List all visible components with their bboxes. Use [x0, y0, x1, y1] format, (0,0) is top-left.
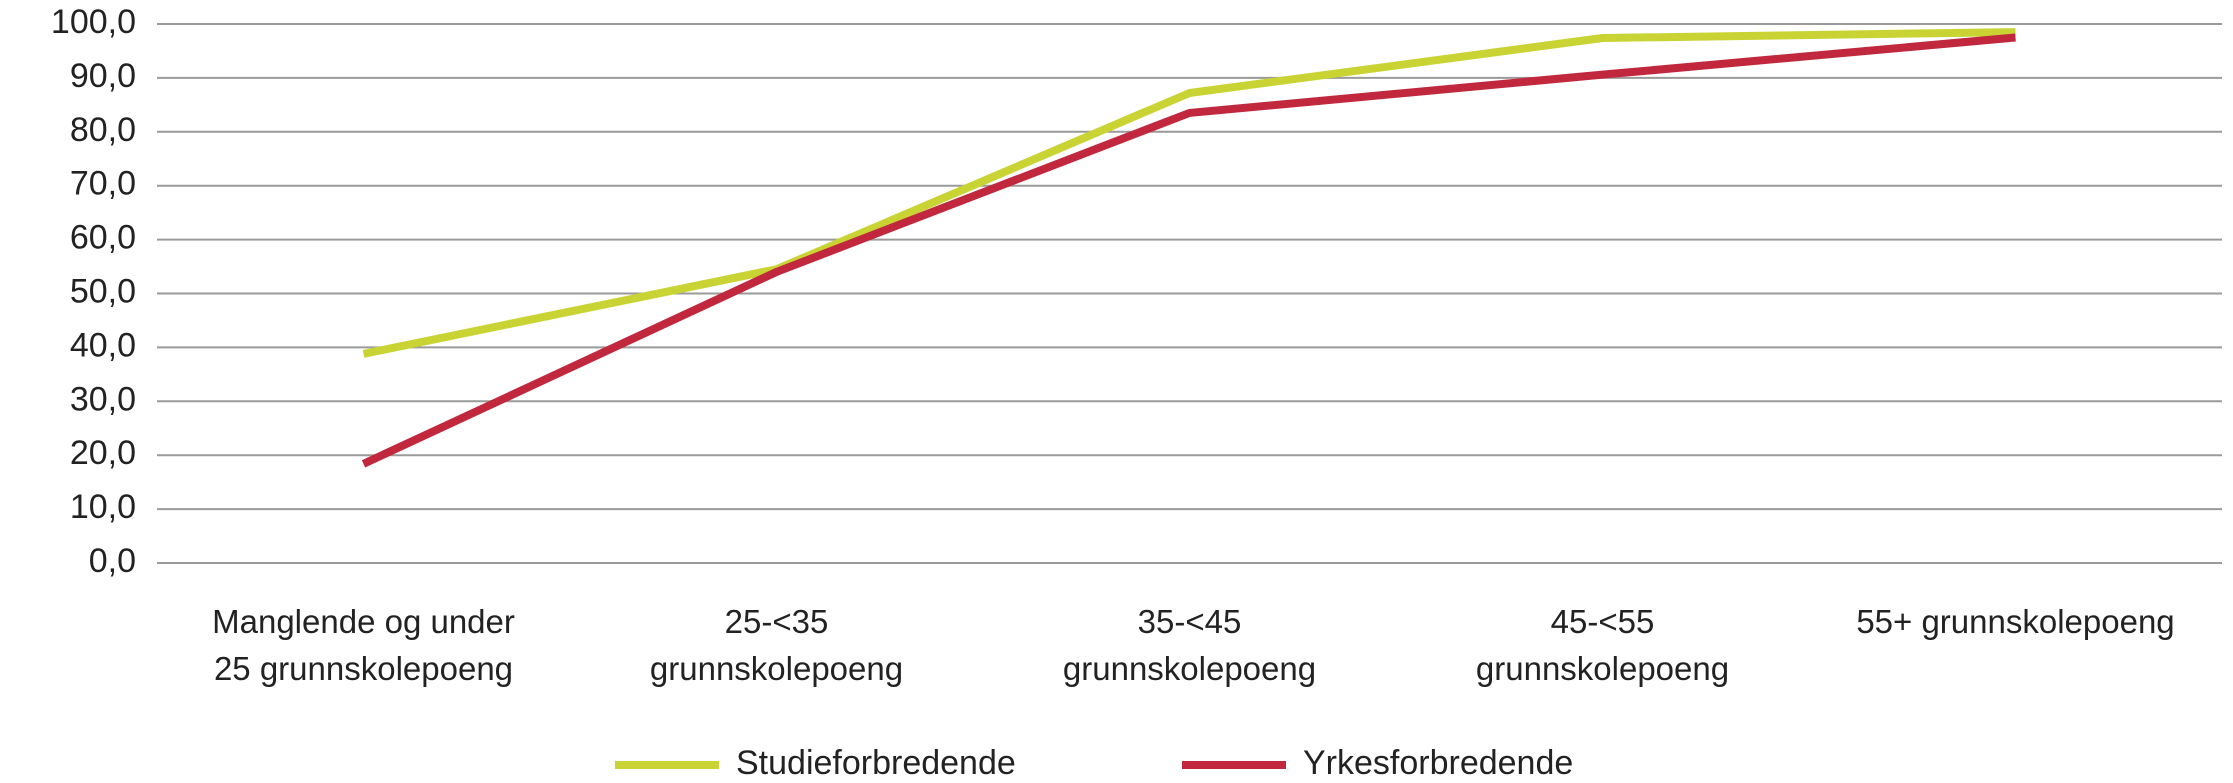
x-tick-label: 35-<45 grunnskolepoeng	[1062, 603, 1317, 687]
x-tick-label: 55+ grunnskolepoeng	[1856, 603, 2175, 640]
x-tick-label: Manglende og under 25 grunnskolepoeng	[212, 603, 515, 687]
legend-label: Studieforbredende	[736, 744, 1016, 782]
y-tick-label: 40,0	[70, 326, 136, 364]
x-tick-label: 45-<55 grunnskolepoeng	[1475, 603, 1730, 687]
y-tick-label: 10,0	[70, 488, 136, 526]
y-tick-label: 70,0	[70, 165, 136, 203]
y-tick-label: 60,0	[70, 219, 136, 257]
y-tick-label: 80,0	[70, 111, 136, 149]
y-tick-label: 100,0	[51, 3, 136, 41]
y-tick-label: 90,0	[70, 57, 136, 95]
series-line	[361, 33, 2016, 468]
y-tick-label: 0,0	[89, 542, 136, 580]
legend-label: Yrkesforbredende	[1303, 744, 1573, 782]
x-tick-label: 25-<35 grunnskolepoeng	[649, 603, 904, 687]
series-line	[362, 28, 2016, 358]
y-tick-label: 30,0	[70, 380, 136, 418]
y-tick-label: 20,0	[70, 434, 136, 472]
y-tick-label: 50,0	[70, 272, 136, 310]
